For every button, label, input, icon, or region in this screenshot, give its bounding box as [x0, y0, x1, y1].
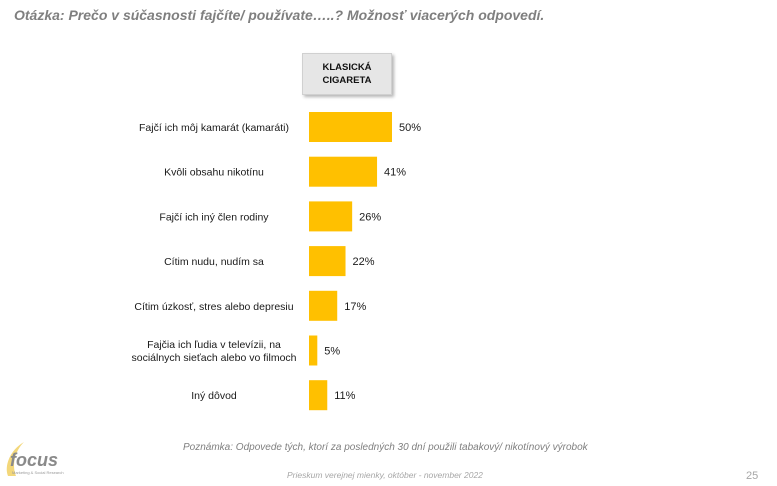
category-label-5: Cítim úzkosť, stres alebo depresiu — [134, 301, 293, 313]
category-label-1: Fajčí ich môj kamarát (kamaráti) — [139, 122, 289, 134]
category-label-4: Cítim nudu, nudím sa — [164, 256, 264, 268]
category-label-7: Iný dôvod — [191, 390, 237, 402]
bar-4 — [309, 246, 346, 277]
category-label-line: Iný dôvod — [191, 390, 237, 402]
bar-7 — [309, 380, 328, 411]
series-header-box: KLASICKÁ CIGARETA — [302, 53, 392, 95]
category-label-line: Fajčí ich môj kamarát (kamaráti) — [139, 122, 289, 134]
bar-5 — [309, 290, 338, 321]
page-number: 25 — [746, 470, 759, 482]
value-label-1: 50% — [399, 122, 421, 134]
value-label-3: 26% — [359, 211, 381, 223]
bar-6 — [309, 335, 318, 366]
category-label-line: Cítim úzkosť, stres alebo depresiu — [134, 301, 293, 313]
logo-subtext: Marketing & Social Research — [12, 470, 64, 475]
category-label-3: Fajčí ich iný člen rodiny — [159, 211, 269, 223]
category-label-line: Cítim nudu, nudím sa — [164, 256, 264, 268]
bar-3 — [309, 201, 353, 232]
category-label-line: Fajčí ich iný člen rodiny — [159, 211, 269, 223]
bar-1 — [309, 112, 392, 142]
category-label-6: Fajčia ich ľudia v televízii, na sociálny… — [131, 339, 296, 364]
category-label-2: Kvôli obsahu nikotínu — [164, 167, 264, 179]
question-title: Otázka: Prečo v súčasnosti fajčíte/ použ… — [14, 7, 545, 23]
value-label-2: 41% — [384, 167, 406, 179]
value-label-6: 5% — [324, 346, 340, 358]
category-label-line: Kvôli obsahu nikotínu — [164, 167, 264, 179]
category-label-line: sociálnych sieťach alebo vo filmoch — [131, 352, 296, 364]
value-label-5: 17% — [344, 301, 366, 313]
footer-text: Prieskum verejnej mienky, október - nove… — [287, 470, 483, 480]
category-label-line: Fajčia ich ľudia v televízii, na — [147, 339, 281, 351]
logo-text: focus — [10, 450, 58, 470]
value-label-4: 22% — [353, 256, 375, 268]
note-text: Poznámka: Odpovede tých, ktorí za posled… — [183, 442, 588, 453]
value-label-7: 11% — [334, 390, 355, 402]
logo-swoosh-icon — [6, 442, 24, 476]
bar-2 — [309, 156, 378, 187]
focus-logo: focus Marketing & Social Research — [6, 442, 64, 476]
series-header-label: KLASICKÁ CIGARETA — [322, 62, 372, 86]
